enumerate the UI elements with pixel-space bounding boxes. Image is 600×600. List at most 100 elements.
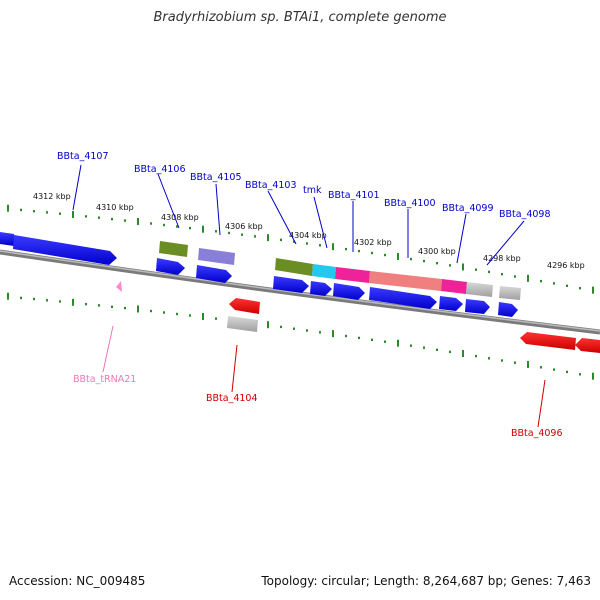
callout-line — [537, 379, 546, 428]
minor-tick — [59, 300, 61, 303]
major-tick — [7, 204, 9, 212]
feature-box[interactable] — [466, 282, 493, 297]
minor-tick — [501, 273, 503, 276]
minor-tick — [423, 346, 425, 349]
minor-tick — [306, 242, 308, 245]
gene-arrow-tmk[interactable] — [310, 281, 332, 296]
gene-label[interactable]: BBta_4100 — [384, 198, 436, 209]
minor-tick — [436, 348, 438, 351]
minor-tick — [150, 222, 152, 225]
minor-tick — [176, 225, 178, 228]
callout-line — [456, 213, 467, 264]
minor-tick — [566, 370, 568, 374]
callout-line — [72, 164, 82, 211]
callout-lines — [72, 164, 525, 266]
major-tick — [72, 298, 74, 306]
gene-arrow-bbta-4103[interactable] — [273, 276, 309, 293]
major-tick — [202, 225, 204, 233]
genome-backbone — [0, 249, 600, 335]
gene-arrow-bbta-4100[interactable] — [369, 287, 437, 309]
gene-label[interactable]: BBta_4098 — [499, 209, 551, 220]
gene-label[interactable]: BBta_4099 — [442, 203, 494, 214]
reverse-tick-track — [7, 292, 594, 380]
callout-line — [486, 220, 525, 266]
minor-tick — [553, 282, 555, 285]
gene-label[interactable]: BBta_4101 — [328, 190, 380, 201]
feature-box[interactable] — [159, 241, 188, 257]
minor-tick — [46, 299, 48, 302]
minor-tick — [475, 354, 477, 358]
major-tick — [397, 253, 399, 260]
callout-line — [313, 196, 328, 249]
minor-tick — [124, 306, 126, 310]
major-tick — [267, 234, 269, 242]
minor-tick — [280, 325, 282, 329]
feature-box[interactable] — [335, 267, 370, 283]
minor-tick — [254, 235, 256, 238]
gene-arrow-bbta-4098[interactable] — [498, 302, 518, 317]
gene-label[interactable]: BBta_4104 — [206, 393, 258, 404]
feature-box[interactable] — [227, 316, 258, 332]
gene-arrow-bbta-4104[interactable] — [229, 298, 260, 314]
tick-label: 4310 kbp — [96, 203, 134, 212]
minor-tick — [488, 357, 490, 360]
major-tick — [72, 211, 74, 218]
minor-tick — [579, 287, 581, 290]
gene-arrow[interactable] — [465, 299, 490, 314]
minor-tick — [579, 373, 581, 376]
forward-tick-track — [7, 204, 594, 294]
callout-line — [157, 173, 180, 229]
feature-box[interactable] — [198, 248, 235, 265]
minor-tick — [345, 247, 347, 251]
gene-arrow-bbta-4099[interactable] — [439, 296, 463, 311]
genome-summary-text: Topology: circular; Length: 8,264,687 bp… — [261, 574, 591, 588]
tick-label: 4302 kbp — [354, 238, 392, 247]
gene-arrow-bbta-4105[interactable] — [196, 265, 232, 283]
minor-tick — [475, 268, 477, 271]
gene-label[interactable]: BBta_4107 — [57, 151, 109, 162]
major-tick — [592, 286, 594, 294]
gene-labels: BBta_4107 BBta_4106 BBta_4105 BBta_4103 … — [57, 151, 563, 439]
major-tick — [202, 313, 204, 320]
gene-arrow-bbta-4107[interactable] — [13, 235, 117, 265]
feature-box[interactable] — [441, 279, 467, 294]
major-tick — [527, 361, 529, 368]
minor-tick — [514, 275, 516, 278]
gene-label[interactable]: BBta_4105 — [190, 172, 242, 183]
major-tick — [332, 243, 334, 251]
callout-line — [231, 344, 238, 393]
feature-box[interactable] — [312, 264, 336, 279]
gene-arrow-bbta-trna21[interactable] — [116, 281, 122, 292]
minor-tick — [98, 304, 100, 307]
minor-tick — [410, 344, 412, 347]
minor-tick — [436, 262, 438, 265]
tick-label: 4298 kbp — [483, 254, 521, 263]
minor-tick — [215, 317, 217, 320]
gene-arrow[interactable] — [0, 232, 14, 246]
gene-label[interactable]: BBta_4106 — [134, 164, 186, 175]
gene-label[interactable]: BBta_tRNA21 — [73, 374, 136, 385]
minor-tick — [540, 279, 542, 283]
feature-box[interactable] — [369, 271, 442, 291]
minor-tick — [176, 312, 178, 316]
forward-genes — [0, 232, 518, 317]
gene-arrow[interactable] — [575, 338, 600, 353]
tick-label: 4306 kbp — [225, 222, 263, 231]
minor-tick — [85, 215, 87, 218]
gene-label[interactable]: BBta_4103 — [245, 180, 297, 191]
minor-tick — [553, 368, 555, 371]
major-tick — [462, 263, 464, 271]
gene-arrow-bbta-4096[interactable] — [520, 332, 576, 350]
gene-arrow-bbta-4101[interactable] — [333, 283, 365, 300]
tick-label: 4308 kbp — [161, 213, 199, 222]
minor-tick — [371, 338, 373, 341]
forward-features — [159, 241, 521, 300]
gene-label[interactable]: tmk — [303, 185, 322, 196]
feature-box[interactable] — [275, 258, 313, 276]
feature-box[interactable] — [499, 286, 521, 300]
gene-arrow-bbta-4106[interactable] — [156, 258, 185, 275]
minor-tick — [384, 340, 386, 343]
minor-tick — [20, 296, 22, 300]
gene-label[interactable]: BBta_4096 — [511, 428, 563, 439]
